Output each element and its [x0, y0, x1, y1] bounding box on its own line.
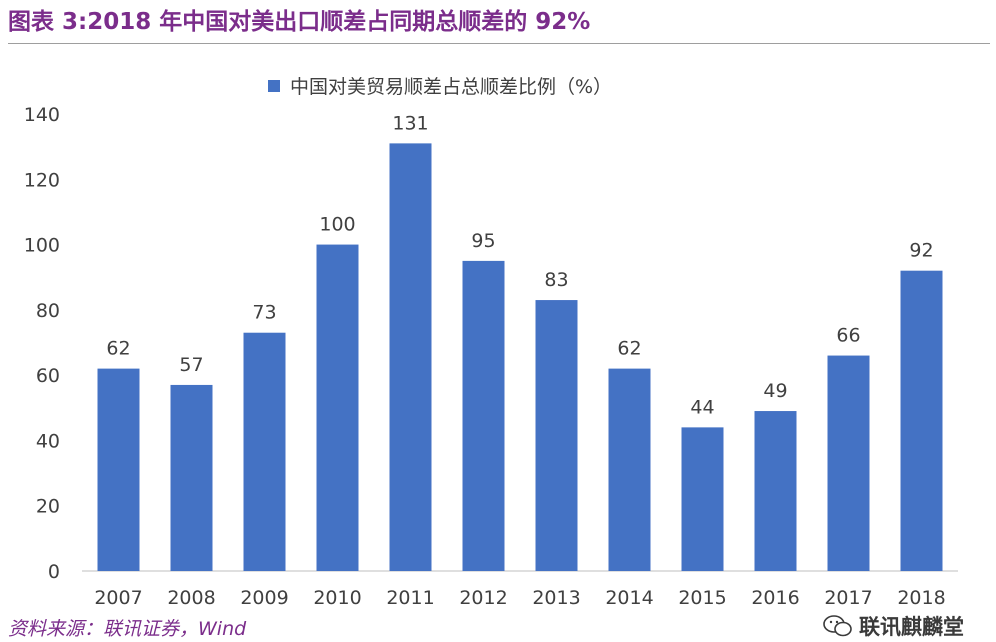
- y-tick-label: 0: [48, 561, 60, 583]
- watermark-text: 联讯麒麟堂: [859, 615, 964, 639]
- value-label-2016: 49: [763, 380, 787, 402]
- y-tick-label: 140: [24, 104, 60, 126]
- y-tick-label: 120: [24, 169, 60, 191]
- value-label-2009: 73: [252, 302, 276, 324]
- wechat-icon: [823, 615, 852, 637]
- bar-2014: [608, 368, 651, 571]
- title-divider: [8, 43, 990, 44]
- x-tick-label: 2018: [897, 587, 945, 609]
- bar-2018: [900, 270, 943, 571]
- bar-2013: [535, 300, 578, 571]
- bar-2008: [170, 384, 213, 571]
- value-label-2018: 92: [909, 240, 933, 262]
- bar-2017: [827, 355, 870, 571]
- value-label-2010: 100: [319, 214, 355, 236]
- bar-2011: [389, 143, 432, 571]
- x-tick-label: 2011: [386, 587, 434, 609]
- y-axis: 0 20 40 60 80 100 120 140: [24, 104, 60, 583]
- bar-2010: [316, 244, 359, 572]
- chart-legend: 中国对美贸易顺差占总顺差比例（%）: [268, 76, 612, 98]
- x-tick-label: 2009: [240, 587, 288, 609]
- bar-2007: [97, 368, 140, 571]
- bar-2016: [754, 411, 797, 571]
- legend-label: 中国对美贸易顺差占总顺差比例（%）: [290, 76, 612, 98]
- legend-swatch: [268, 80, 280, 92]
- bar-2015: [681, 427, 724, 571]
- x-tick-label: 2010: [313, 587, 361, 609]
- y-tick-label: 100: [24, 235, 60, 257]
- figure-title: 图表 3:2018 年中国对美出口顺差占同期总顺差的 92%: [8, 9, 591, 35]
- value-label-2007: 62: [106, 338, 130, 360]
- bar-chart: 中国对美贸易顺差占总顺差比例（%） 0 20 40 60 80 100 120 140 62 5…: [24, 76, 958, 609]
- value-label-2008: 57: [179, 354, 203, 376]
- y-tick-label: 40: [36, 430, 60, 452]
- bar-2012: [462, 260, 505, 571]
- x-tick-label: 2012: [459, 587, 507, 609]
- x-tick-label: 2007: [94, 587, 142, 609]
- value-label-2017: 66: [836, 325, 860, 347]
- value-label-2014: 62: [617, 338, 641, 360]
- x-tick-label: 2016: [751, 587, 799, 609]
- value-label-2013: 83: [544, 269, 568, 291]
- watermark: 联讯麒麟堂: [823, 612, 964, 640]
- x-tick-label: 2013: [532, 587, 580, 609]
- x-tick-label: 2015: [678, 587, 726, 609]
- x-axis: 2007 2008 2009 2010 2011 2012 2013 2014 2015 2016…: [94, 587, 945, 609]
- bar-2009: [243, 332, 286, 571]
- bars: [97, 143, 943, 572]
- source-note: 资料来源：联讯证券，Wind: [8, 618, 247, 640]
- y-tick-label: 80: [36, 300, 60, 322]
- y-tick-label: 60: [36, 365, 60, 387]
- data-labels: 62 57 73 100 131 95 83 62 44 49 66 92: [106, 112, 933, 418]
- value-label-2012: 95: [471, 230, 495, 252]
- x-tick-label: 2008: [167, 587, 215, 609]
- value-label-2011: 131: [392, 112, 428, 134]
- x-tick-label: 2014: [605, 587, 653, 609]
- y-tick-label: 20: [36, 496, 60, 518]
- x-tick-label: 2017: [824, 587, 872, 609]
- value-label-2015: 44: [690, 396, 714, 418]
